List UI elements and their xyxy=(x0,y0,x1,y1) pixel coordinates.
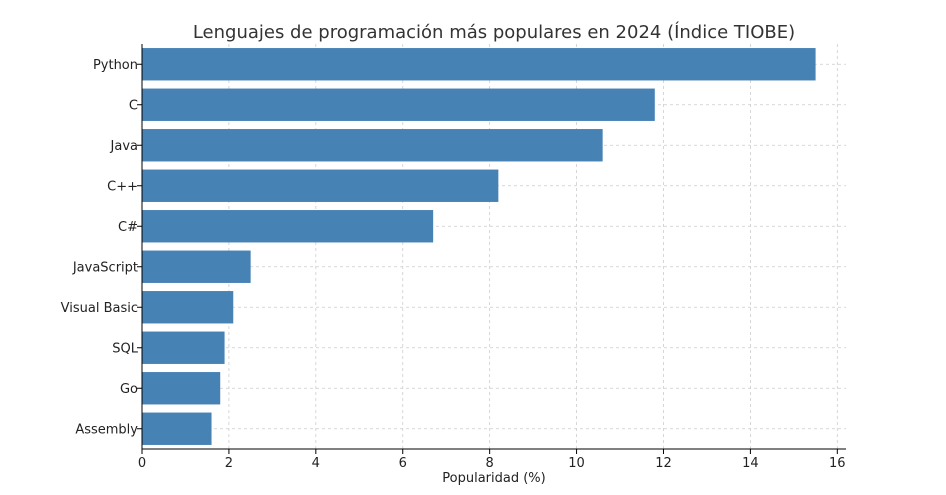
y-tick-label: Visual Basic xyxy=(61,301,138,316)
y-tick-label: Assembly xyxy=(75,422,138,437)
bar-javascript xyxy=(142,250,251,283)
chart-title: Lenguajes de programación más populares … xyxy=(193,21,795,43)
bar-go xyxy=(142,372,221,405)
y-tick-label: C++ xyxy=(107,179,138,194)
x-tick-label: 10 xyxy=(568,456,585,471)
bar-c- xyxy=(142,210,434,243)
y-tick-label: Python xyxy=(93,58,138,73)
y-tick-label: Go xyxy=(120,382,138,397)
x-tick-label: 6 xyxy=(399,456,407,471)
x-axis-label: Popularidad (%) xyxy=(442,471,545,486)
x-tick-label: 0 xyxy=(138,456,146,471)
y-tick-label: Java xyxy=(110,139,138,154)
x-tick-label: 4 xyxy=(312,456,320,471)
bar-visual-basic xyxy=(142,291,234,324)
x-tick-label: 2 xyxy=(225,456,233,471)
y-tick-label: C# xyxy=(118,220,138,235)
bar-python xyxy=(142,48,816,81)
x-tick-label: 12 xyxy=(655,456,672,471)
x-tick-label: 14 xyxy=(742,456,759,471)
y-tick-label: JavaScript xyxy=(72,260,138,275)
y-tick-label: SQL xyxy=(112,341,138,356)
bar-c xyxy=(142,88,655,121)
x-tick-label: 8 xyxy=(486,456,494,471)
bar-layer xyxy=(142,48,816,445)
bar-assembly xyxy=(142,412,212,445)
y-tick-label: C xyxy=(129,98,138,113)
bar-sql xyxy=(142,331,225,364)
axis-layer: 0 2 4 6 8 10 12 14 16 Python C Java C++ C# JavaScript V… xyxy=(61,44,846,471)
bar-java xyxy=(142,129,603,162)
bar-c- xyxy=(142,169,499,202)
x-tick-label: 16 xyxy=(829,456,846,471)
